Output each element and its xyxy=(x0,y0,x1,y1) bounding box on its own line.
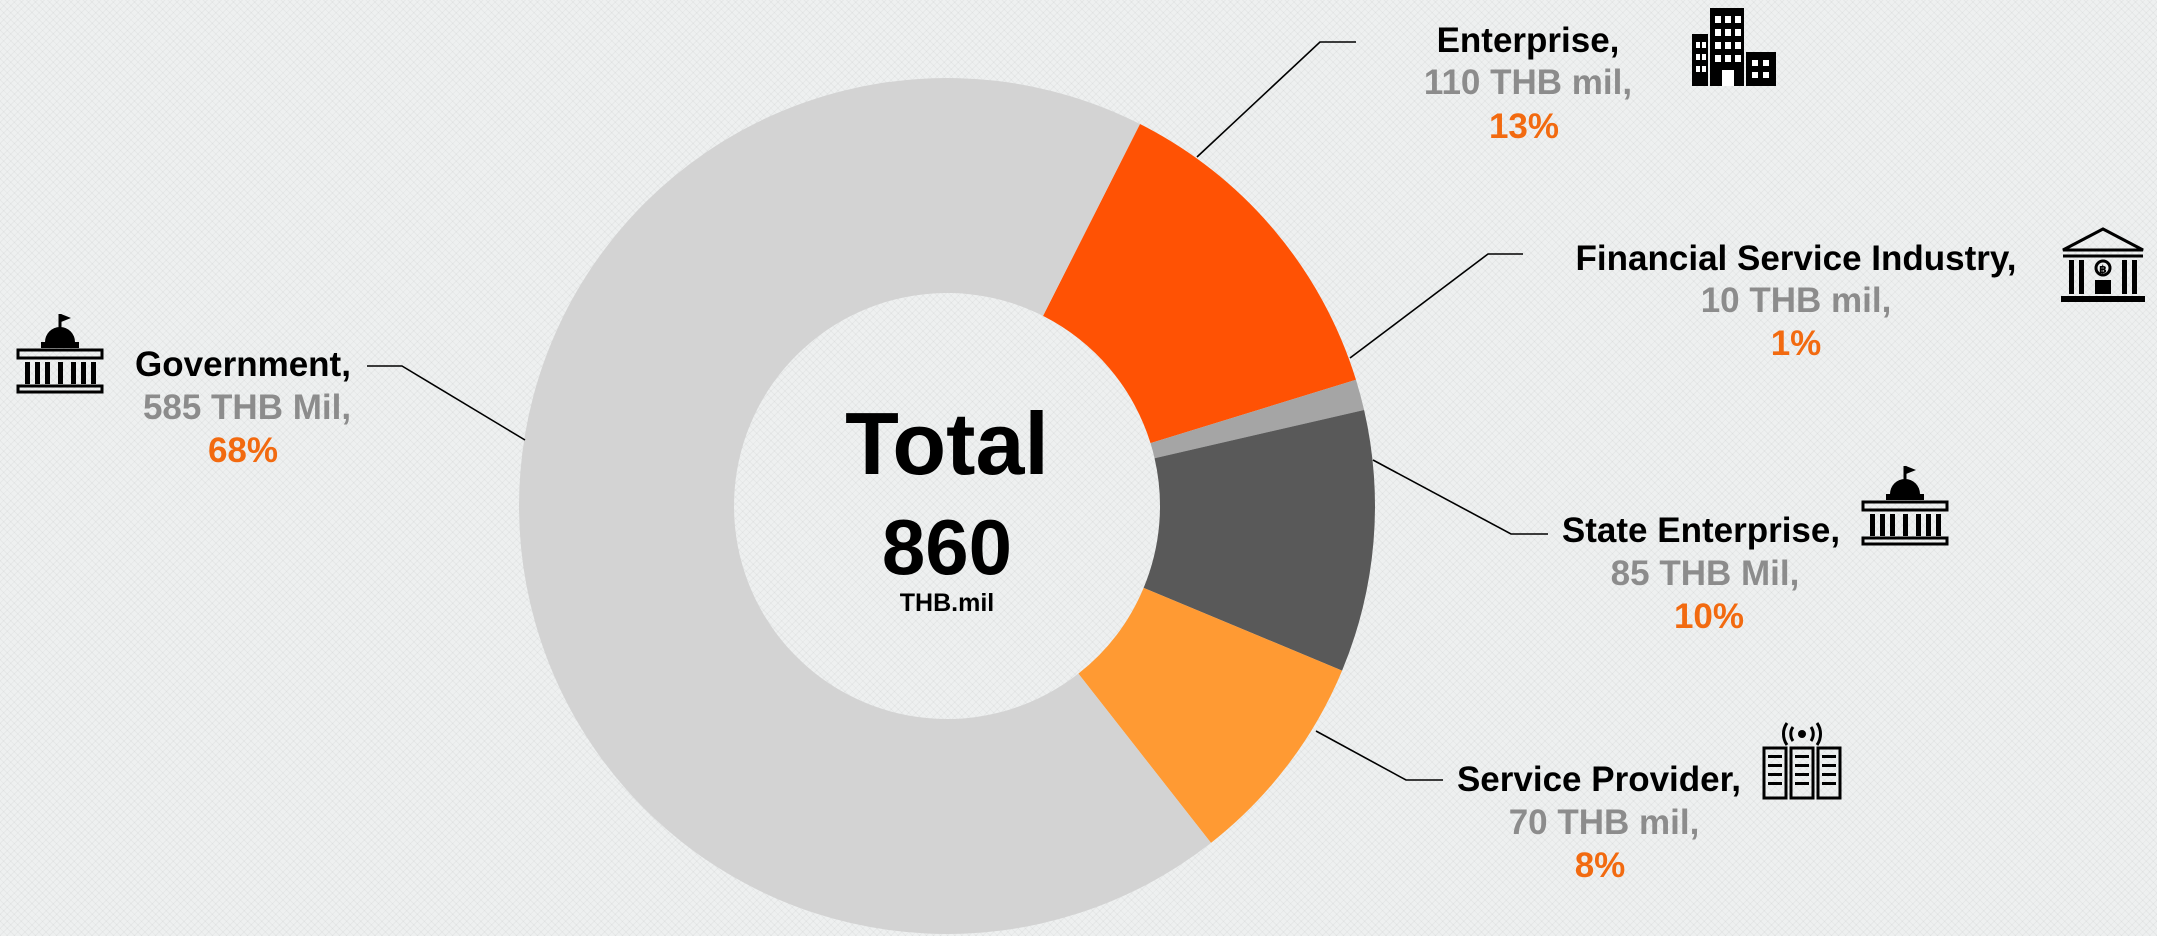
label-enterprise: Enterprise, 110 THB mil, 13% xyxy=(1424,21,1632,146)
slice-label: Financial Service Industry, xyxy=(1576,239,2017,278)
chart-slices xyxy=(519,78,1375,935)
center-unit: THB.mil xyxy=(900,589,994,617)
bank-icon: ฿ xyxy=(2061,227,2145,302)
label-financial-service: Financial Service Industry, 10 THB mil, … xyxy=(1576,239,2017,363)
leader-lines xyxy=(367,41,1548,781)
slice-value: 110 THB mil, xyxy=(1424,63,1632,102)
label-government: Government, 585 THB Mil, 68% xyxy=(135,345,351,470)
center-title: Total xyxy=(845,394,1049,493)
donut-slice-financial-service-industry xyxy=(1150,379,1365,459)
office-building-icon xyxy=(1692,8,1776,86)
leader-line-state-enterprise xyxy=(1372,459,1548,535)
center-total-value: 860 xyxy=(882,503,1012,591)
donut-slice-state-enterprise xyxy=(1143,409,1375,671)
slice-percent: 10% xyxy=(1674,597,1744,636)
slice-percent: 13% xyxy=(1489,107,1559,146)
leader-line-enterprise xyxy=(1196,41,1356,158)
label-state-enterprise: State Enterprise, 85 THB Mil, 10% xyxy=(1562,511,1840,636)
donut-slice-service-provider xyxy=(1078,587,1343,843)
slice-percent: 1% xyxy=(1771,324,1822,363)
leader-line-service-provider xyxy=(1315,730,1443,781)
slice-value: 10 THB mil, xyxy=(1701,281,1892,320)
slice-percent: 8% xyxy=(1575,846,1626,885)
slice-label: Enterprise, xyxy=(1437,21,1620,60)
donut-slice-government xyxy=(519,78,1211,935)
slice-label: Service Provider, xyxy=(1457,760,1741,799)
server-broadcast-icon xyxy=(1762,722,1842,800)
leader-line-government xyxy=(367,365,526,441)
slice-label: State Enterprise, xyxy=(1562,511,1840,550)
center-label: Total 860 THB.mil xyxy=(845,394,1049,617)
label-service-provider: Service Provider, 70 THB mil, 8% xyxy=(1457,760,1741,885)
slice-value: 70 THB mil, xyxy=(1509,803,1700,842)
leader-line-financial xyxy=(1349,253,1523,359)
svg-text:฿: ฿ xyxy=(2099,263,2107,276)
slice-percent: 68% xyxy=(208,431,278,470)
capitol-building-icon xyxy=(16,314,104,394)
slice-value: 85 THB Mil, xyxy=(1611,554,1800,593)
slice-value: 585 THB Mil, xyxy=(143,388,351,427)
slice-label: Government, xyxy=(135,345,351,384)
capitol-building-icon xyxy=(1861,466,1949,546)
donut-slice-enterprise xyxy=(1043,123,1356,444)
